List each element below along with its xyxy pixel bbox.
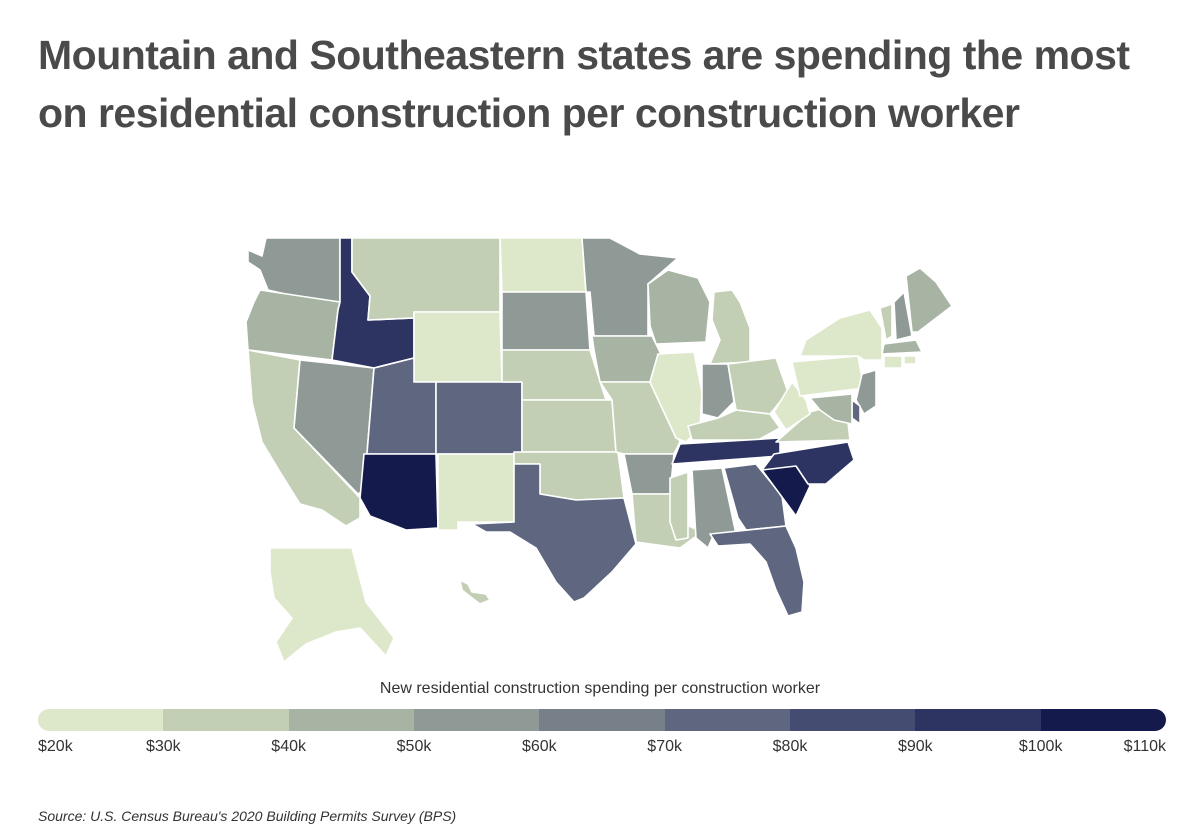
state-ar: [623, 453, 675, 495]
legend-tick-label: $60k: [521, 738, 557, 755]
us-choropleth-map: [245, 237, 953, 663]
state-tx: [471, 463, 637, 603]
legend-segment: [163, 709, 289, 731]
state-sd: [501, 291, 591, 351]
state-nd: [499, 237, 587, 293]
legend-segment: [664, 709, 790, 731]
legend-tick-label: $30k: [145, 738, 181, 755]
legend-segment: [789, 709, 916, 731]
states-layer: [245, 237, 953, 663]
legend-tick-label: $100k: [1018, 738, 1063, 755]
legend-segment: [539, 709, 665, 731]
state-nh: [893, 291, 913, 341]
state-hi: [459, 579, 491, 605]
state-nc: [761, 441, 855, 485]
legend-color-bar: [38, 709, 1166, 731]
legend-segment: [413, 709, 540, 731]
source-note: Source: U.S. Census Bureau's 2020 Buildi…: [38, 808, 457, 824]
state-ky: [687, 409, 781, 441]
state-ct: [883, 355, 903, 369]
legend-segment: [915, 709, 1041, 731]
state-mi: [709, 289, 751, 365]
state-co: [435, 381, 523, 455]
state-ms: [669, 471, 689, 541]
state-mt: [351, 237, 501, 321]
legend-tick-label: $40k: [271, 738, 307, 755]
state-wi: [647, 269, 711, 345]
state-ri: [903, 355, 917, 365]
legend-segment: [288, 709, 414, 731]
state-vt: [879, 303, 893, 341]
state-ny: [799, 309, 883, 361]
state-wy: [413, 311, 503, 383]
legend-segment: [1040, 709, 1166, 731]
state-nm: [437, 453, 515, 531]
legend-tick-label: $50k: [396, 738, 432, 755]
state-in: [701, 363, 735, 419]
state-me: [905, 267, 953, 333]
state-pa: [791, 355, 865, 397]
state-ak: [269, 547, 395, 663]
state-ks: [521, 399, 617, 453]
legend-title: New residential construction spending pe…: [379, 680, 821, 697]
legend-tick-label: $70k: [647, 738, 683, 755]
state-az: [359, 453, 439, 531]
legend-tick-label: $80k: [772, 738, 808, 755]
state-or: [245, 289, 341, 361]
state-il: [649, 351, 703, 443]
state-la: [631, 493, 703, 549]
state-mn: [581, 237, 679, 337]
legend-tick-label: $90k: [897, 738, 933, 755]
state-md: [809, 393, 853, 425]
state-nj: [855, 369, 877, 415]
state-fl: [709, 525, 805, 617]
legend-tick-label: $20k: [38, 738, 73, 755]
legend-ticks: $20k $30k $40k $50k $60k $70k $80k $90k $100k $11…: [0, 738, 1200, 760]
legend-tick-label: $110k: [1123, 738, 1166, 755]
state-ma: [881, 339, 923, 355]
chart-title: Mountain and Southeastern states are spe…: [38, 32, 1130, 136]
state-tn: [671, 437, 781, 465]
legend-segment: [38, 709, 164, 731]
